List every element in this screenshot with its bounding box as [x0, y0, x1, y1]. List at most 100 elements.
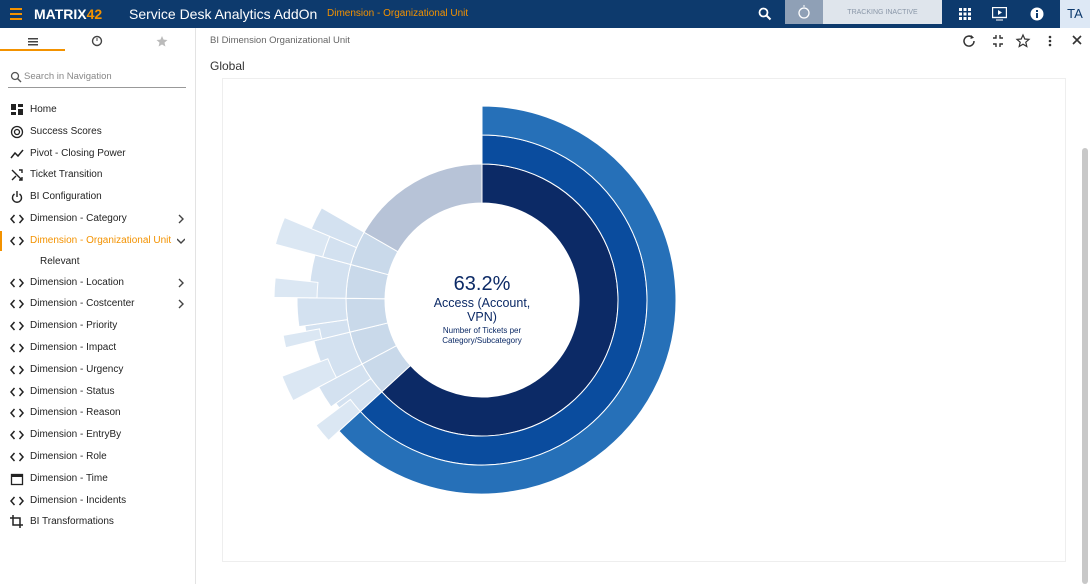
- nav-label: Dimension - Incidents: [30, 494, 127, 506]
- nav-label: Dimension - Role: [30, 451, 107, 462]
- nav-icon: [10, 496, 24, 506]
- expand-icon: [178, 299, 184, 309]
- video-button[interactable]: [992, 7, 1007, 21]
- logo[interactable]: MATRIX42: [34, 6, 102, 22]
- nav-subitem[interactable]: Relevant: [0, 252, 195, 272]
- sunburst-segment: [282, 328, 323, 349]
- nav-icon: [10, 214, 24, 224]
- search-underline: [8, 87, 186, 88]
- nav-icon: [10, 365, 24, 375]
- nav-item[interactable]: Dimension - Urgency: [0, 360, 195, 380]
- user-avatar[interactable]: TA: [1060, 0, 1090, 28]
- nav-label: Success Scores: [30, 125, 102, 137]
- nav-label: Dimension - Organizational Unit: [30, 234, 172, 246]
- chart-card: [222, 78, 1066, 562]
- nav-icon: [11, 191, 23, 204]
- nav-item[interactable]: Dimension - Incidents: [0, 491, 195, 511]
- search-input[interactable]: Search in Navigation: [24, 71, 112, 82]
- nav-label: Ticket Transition: [30, 169, 103, 181]
- tracking-status: TRACKING INACTIVE: [823, 0, 942, 24]
- nav-label: Home: [30, 104, 57, 115]
- expand-icon: [178, 214, 184, 224]
- nav-label: Dimension - Location: [30, 276, 124, 288]
- active-marker: [0, 230, 2, 251]
- app-title: Service Desk Analytics AddOn: [129, 6, 318, 22]
- panel-toolbar[interactable]: [960, 33, 1085, 49]
- nav-label: Dimension - EntryBy: [30, 429, 122, 441]
- nav-label: Dimension - Priority: [30, 320, 118, 332]
- sunburst-segment: [315, 398, 362, 442]
- nav-label: Dimension - Time: [30, 472, 108, 484]
- scrollbar[interactable]: [1082, 148, 1088, 584]
- logo-accent: 42: [86, 6, 103, 22]
- nav-item[interactable]: Dimension - Impact: [0, 338, 195, 358]
- search-icon: [10, 71, 22, 83]
- nav-icon: [10, 299, 24, 309]
- nav-icon: [10, 387, 24, 397]
- sunburst-segment: [338, 105, 677, 495]
- sunburst-segment: [281, 358, 338, 402]
- sunburst-segment: [274, 216, 331, 258]
- center-value: 63.2%: [453, 273, 511, 295]
- nav-sublabel: Relevant: [40, 255, 80, 267]
- breadcrumb[interactable]: Dimension - Organizational Unit: [327, 8, 469, 19]
- sidebar-tabs[interactable]: [0, 28, 195, 52]
- nav-label: Pivot - Closing Power: [30, 147, 126, 159]
- nav-icon: [11, 169, 23, 182]
- section-title: Global: [210, 59, 245, 73]
- nav-item[interactable]: Home: [0, 100, 195, 120]
- nav-item[interactable]: Dimension - Role: [0, 447, 195, 467]
- nav-item[interactable]: Success Scores: [0, 122, 195, 142]
- sunburst-segment: [363, 163, 483, 253]
- center-category: Access (Account, VPN): [433, 296, 531, 324]
- nav-item[interactable]: Dimension - Organizational Unit: [0, 230, 195, 251]
- nav-icon: [10, 473, 24, 485]
- nav-item[interactable]: Dimension - Location: [0, 273, 195, 293]
- nav-item[interactable]: Pivot - Closing Power: [0, 144, 195, 164]
- nav-icon: [10, 149, 24, 159]
- nav-item[interactable]: Dimension - Time: [0, 469, 195, 489]
- sidebar: Search in Navigation Home Success Scores P…: [0, 28, 196, 584]
- nav-icon: [10, 452, 24, 462]
- info-button[interactable]: [1030, 7, 1044, 21]
- nav-item[interactable]: BI Transformations: [0, 512, 195, 532]
- nav-label: Dimension - Costcenter: [30, 298, 135, 310]
- nav-item[interactable]: Dimension - Category: [0, 209, 195, 229]
- nav-label: Dimension - Reason: [30, 407, 121, 419]
- nav-item[interactable]: Dimension - EntryBy: [0, 425, 195, 445]
- nav-label: Dimension - Impact: [30, 342, 117, 353]
- menu-button[interactable]: [10, 8, 24, 20]
- header: MATRIX42 Service Desk Analytics AddOn Di…: [0, 0, 1090, 28]
- nav-item[interactable]: Ticket Transition: [0, 165, 195, 185]
- sunburst-chart: [273, 105, 677, 495]
- nav-icon: [11, 104, 23, 115]
- nav-label: BI Transformations: [30, 516, 114, 528]
- nav-icon: [10, 515, 23, 529]
- nav-label: Dimension - Category: [30, 213, 127, 224]
- nav-icon: [10, 236, 24, 246]
- nav-icon: [10, 343, 24, 353]
- nav-item[interactable]: Dimension - Priority: [0, 316, 195, 336]
- nav-icon: [10, 430, 24, 440]
- nav-item[interactable]: Dimension - Status: [0, 382, 195, 402]
- nav-item[interactable]: BI Configuration: [0, 187, 195, 207]
- expand-icon: [177, 238, 185, 244]
- panel-title: BI Dimension Organizational Unit: [210, 35, 350, 46]
- apps-button[interactable]: [959, 8, 971, 20]
- nav-icon: [10, 321, 24, 331]
- nav-icon: [10, 125, 24, 138]
- center-caption: Number of Tickets per Category/Subcatego…: [442, 326, 522, 345]
- nav-item[interactable]: Dimension - Costcenter: [0, 294, 195, 314]
- nav-icon: [10, 278, 24, 288]
- logo-text: MATRIX: [34, 6, 87, 22]
- center-label: 63.2% Access (Account, VPN) Number of Ti…: [412, 273, 552, 346]
- nav-item[interactable]: Dimension - Reason: [0, 403, 195, 423]
- nav-label: Dimension - Status: [30, 385, 115, 397]
- sunburst-segment: [273, 277, 319, 299]
- tracking-icon[interactable]: [785, 0, 823, 24]
- expand-icon: [178, 278, 184, 288]
- nav-icon: [10, 408, 24, 418]
- search-button[interactable]: [758, 7, 772, 21]
- nav-label: BI Configuration: [30, 191, 102, 203]
